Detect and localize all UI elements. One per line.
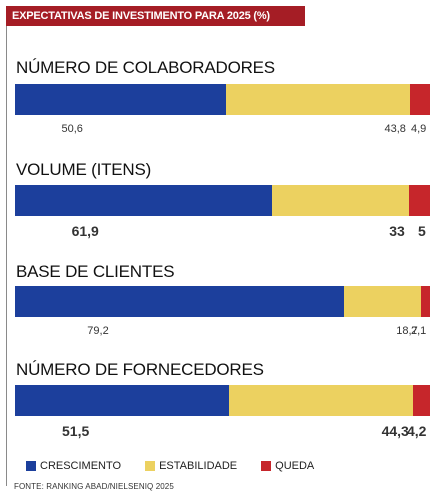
bar-segment-queda: [412, 385, 430, 416]
bar-segment-crescimento: [15, 286, 344, 317]
bar-segment-crescimento: [15, 84, 227, 115]
data-label-queda: 5: [418, 223, 426, 239]
bar-segment-estabilidade: [228, 385, 413, 416]
data-label-crescimento: 61,9: [71, 223, 99, 239]
source-note: FONTE: RANKING ABAD/NIELSENIQ 2025: [14, 482, 174, 491]
legend-swatch-queda: [261, 461, 272, 471]
legend-label-crescimento: CRESCIMENTO: [40, 460, 122, 472]
legend-label-estabilidade: ESTABILIDADE: [159, 460, 238, 472]
category-title: VOLUME (ITENS): [16, 160, 152, 179]
legend-label-queda: QUEDA: [275, 460, 315, 472]
legend-swatch-estabilidade: [145, 461, 156, 471]
data-label-crescimento: 51,5: [62, 423, 90, 439]
data-label-estabilidade: 33: [389, 223, 405, 239]
bar-segment-queda: [409, 185, 430, 216]
data-label-queda: 2,1: [411, 325, 427, 337]
legend-item-crescimento: CRESCIMENTO: [26, 460, 121, 472]
bar-segment-estabilidade: [272, 185, 410, 216]
data-label-crescimento: 79,2: [87, 325, 109, 337]
legend-item-queda: QUEDA: [261, 460, 314, 472]
bar-segment-queda: [421, 286, 430, 317]
category-title: NÚMERO DE COLABORADORES: [16, 58, 275, 77]
data-label-queda: 4,2: [407, 423, 427, 439]
bar-segment-crescimento: [15, 385, 229, 416]
data-label-crescimento: 50,6: [61, 123, 83, 135]
bar-segment-estabilidade: [226, 84, 410, 115]
legend-swatch-crescimento: [26, 461, 36, 471]
stacked-bar: [15, 185, 430, 216]
data-label-estabilidade: 44,3: [381, 423, 409, 439]
category-title: BASE DE CLIENTES: [16, 262, 175, 281]
stacked-bar: [15, 385, 430, 416]
chart-title: EXPECTATIVAS DE INVESTIMENTO PARA 2025 (…: [6, 6, 305, 26]
bar-segment-crescimento: [15, 185, 273, 216]
stacked-bar: [15, 286, 430, 317]
data-label-estabilidade: 43,8: [384, 123, 406, 135]
data-label-queda: 4,9: [411, 123, 427, 135]
category-title: NÚMERO DE FORNECEDORES: [16, 360, 264, 379]
bar-segment-estabilidade: [343, 286, 422, 317]
bar-segment-queda: [409, 84, 430, 115]
stacked-bar: [15, 84, 430, 115]
legend-item-estabilidade: ESTABILIDADE: [145, 460, 237, 472]
data-label-estabilidade: 18,7: [396, 325, 418, 337]
legend: CRESCIMENTO ESTABILIDADE QUEDA: [26, 459, 338, 473]
left-frame-line: [6, 26, 7, 486]
